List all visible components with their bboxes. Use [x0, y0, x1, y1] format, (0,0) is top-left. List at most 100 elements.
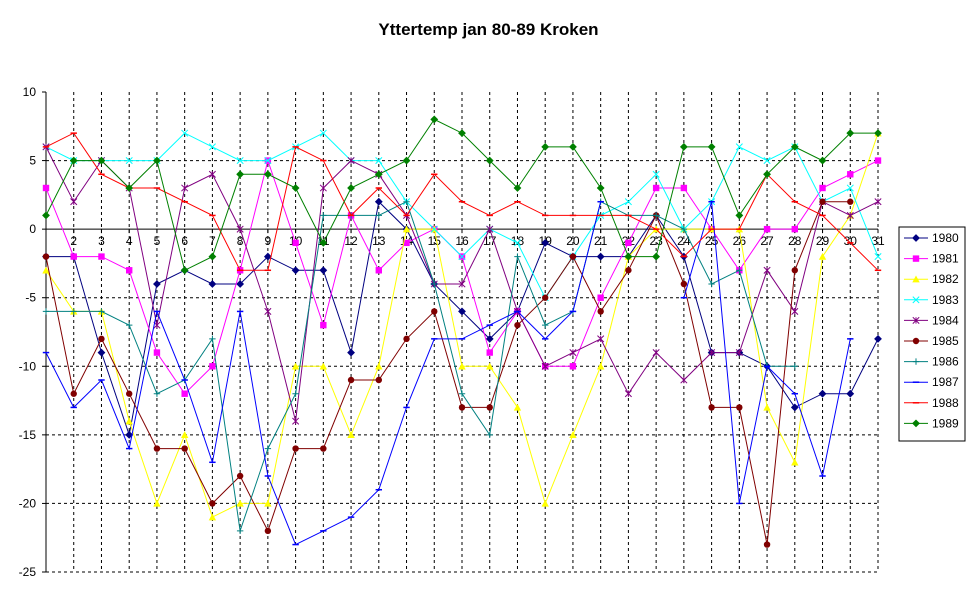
data-point — [98, 253, 105, 260]
series-1985 — [42, 198, 854, 548]
legend-label: 1981 — [932, 252, 959, 266]
data-point — [347, 376, 355, 384]
data-point — [264, 527, 272, 535]
data-point — [236, 527, 244, 535]
x-tick-label: 15 — [428, 234, 442, 248]
series-1989 — [42, 115, 882, 275]
data-point — [153, 280, 161, 288]
data-point — [486, 431, 493, 439]
legend-entry-1987: 1987 — [904, 375, 959, 389]
data-point — [597, 335, 605, 343]
data-point — [42, 211, 50, 220]
data-point — [374, 197, 383, 206]
data-point — [874, 334, 882, 343]
data-point — [70, 198, 78, 206]
data-point — [69, 156, 78, 165]
legend-label: 1989 — [932, 416, 959, 430]
data-point — [319, 238, 328, 247]
legend-entry-1982: 1982 — [904, 272, 959, 286]
legend-marker — [912, 275, 920, 283]
x-tick-label: 2 — [70, 234, 77, 248]
x-tick-label: 24 — [677, 234, 691, 248]
data-point — [596, 362, 605, 370]
data-point — [596, 184, 605, 192]
series-line-1985 — [45, 201, 851, 545]
data-point — [542, 294, 549, 301]
data-point — [347, 348, 355, 357]
data-point — [652, 349, 660, 357]
data-point — [375, 157, 383, 165]
data-point — [375, 376, 382, 384]
data-point — [708, 404, 715, 411]
y-tick-label: 10 — [23, 85, 37, 99]
x-tick-label: 27 — [760, 234, 774, 248]
data-point — [624, 198, 632, 206]
data-point — [125, 430, 134, 439]
data-point — [763, 403, 771, 411]
data-point — [458, 362, 466, 370]
data-point — [264, 307, 272, 315]
data-point — [569, 431, 577, 439]
data-point — [264, 157, 272, 165]
legend-entry-1981: 1981 — [904, 252, 959, 266]
data-point — [292, 239, 299, 247]
x-tick-label: 18 — [511, 234, 525, 248]
data-point — [236, 170, 245, 179]
data-point — [541, 238, 550, 247]
data-point — [125, 157, 133, 165]
data-point — [403, 239, 410, 247]
data-point — [486, 362, 494, 370]
data-point — [818, 252, 827, 260]
data-point — [680, 225, 688, 233]
data-point — [320, 445, 327, 452]
data-point — [208, 280, 217, 288]
data-point — [402, 225, 411, 233]
y-tick-label: -10 — [19, 359, 37, 373]
x-tick-label: 20 — [566, 234, 580, 248]
series-1987 — [42, 200, 854, 546]
data-point — [375, 267, 382, 274]
x-tick-label: 3 — [98, 234, 105, 248]
legend-entry-1985: 1985 — [904, 334, 959, 348]
data-point — [708, 349, 716, 357]
data-point — [430, 115, 439, 124]
data-point — [569, 253, 577, 260]
data-point — [236, 472, 244, 480]
data-point — [846, 184, 854, 192]
data-point — [763, 157, 771, 165]
data-point — [458, 307, 466, 316]
data-point — [153, 445, 161, 452]
legend-label: 1988 — [932, 396, 959, 410]
legend-marker — [912, 358, 920, 365]
legend-label: 1980 — [932, 231, 959, 245]
data-point — [486, 404, 493, 411]
data-point — [735, 349, 743, 357]
x-tick-label: 21 — [594, 234, 608, 248]
series-1983 — [42, 129, 882, 302]
data-point — [763, 266, 771, 274]
data-point — [292, 445, 299, 452]
data-point — [625, 267, 632, 274]
data-point — [236, 225, 244, 233]
data-point — [680, 184, 688, 192]
data-point — [209, 363, 216, 370]
data-point — [320, 212, 327, 219]
data-point — [403, 198, 410, 205]
data-point — [624, 390, 632, 398]
data-point — [402, 156, 411, 165]
data-point — [42, 253, 50, 260]
data-point — [874, 157, 882, 164]
data-point — [818, 156, 827, 165]
data-point — [847, 198, 854, 205]
x-tick-label: 7 — [209, 234, 216, 248]
data-point — [763, 225, 771, 233]
y-tick-label: -5 — [25, 291, 36, 305]
data-point — [126, 267, 133, 274]
data-point — [791, 307, 799, 315]
data-point — [486, 349, 493, 356]
data-point — [790, 403, 799, 412]
data-point — [320, 321, 327, 329]
data-point — [70, 390, 77, 397]
chart-title: Yttertemp jan 80-89 Kroken — [378, 20, 599, 39]
